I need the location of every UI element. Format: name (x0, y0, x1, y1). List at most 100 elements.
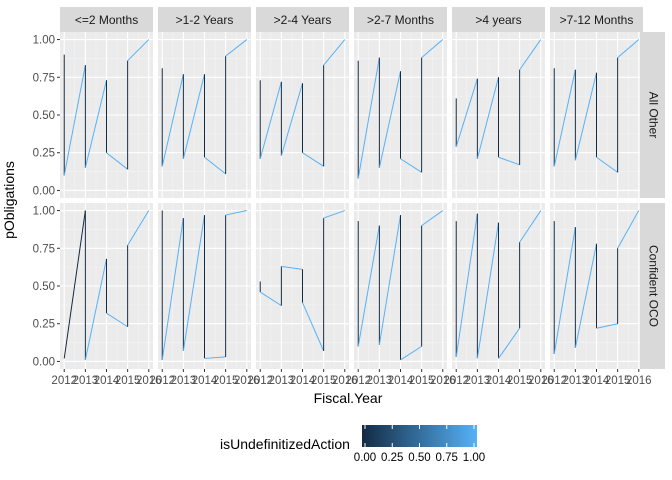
series-segment (204, 356, 226, 359)
series-segment (323, 39, 346, 66)
series-segment (455, 213, 478, 358)
x-tick-label: 2013 (269, 375, 295, 387)
series-segment (127, 39, 150, 62)
series-segment (204, 156, 226, 175)
legend-title: isUndefinitizedAction (220, 436, 350, 452)
column-strip (256, 7, 349, 32)
series-segment (455, 78, 478, 147)
x-tick-label: 2014 (486, 375, 512, 387)
y-tick-label: 1.00 (33, 206, 55, 218)
legend-colorbar (362, 425, 477, 447)
series-segment (357, 225, 380, 347)
series-segment (553, 227, 576, 354)
column-strip (158, 7, 251, 32)
series-segment (106, 312, 128, 328)
x-tick-label: 2012 (345, 375, 371, 387)
series-segment (498, 156, 520, 166)
series-segment (161, 218, 184, 361)
y-tick-label: 0.50 (33, 281, 55, 293)
x-tick-label: 2012 (443, 375, 469, 387)
y-tick-label: 0.00 (33, 185, 55, 197)
x-tick-label: 2014 (388, 375, 414, 387)
series-segment (84, 80, 107, 168)
x-tick-label: 2012 (541, 375, 567, 387)
series-segment (225, 39, 248, 57)
series-segment (519, 210, 542, 243)
series-segment (63, 210, 86, 359)
series-segment (400, 158, 422, 173)
x-tick-label: 2016 (332, 375, 358, 387)
x-tick-label: 2015 (507, 375, 533, 387)
facet-strips: <=2 Months >1-2 Years >2-4 Years >2-7 Month… (60, 7, 665, 369)
series-segment (519, 39, 542, 71)
x-tick-label: 2013 (465, 375, 491, 387)
x-tick-label: 2013 (563, 375, 589, 387)
y-tick-label: 0.25 (33, 319, 55, 331)
series-segment (596, 323, 618, 329)
series-segment (161, 74, 184, 167)
column-strip-label: <=2 Months (75, 13, 138, 27)
column-strip-label: >2-7 Months (367, 13, 434, 27)
series-segment (259, 81, 282, 159)
x-tick-label: 2013 (73, 375, 99, 387)
x-tick-label: 2015 (213, 375, 239, 387)
legend-ticks: 0.00 0.25 0.50 0.75 1.00 (354, 425, 485, 464)
series-segment (421, 210, 444, 227)
row-strip (640, 203, 665, 369)
x-tick-label: 2015 (311, 375, 337, 387)
x-tick-label: 2015 (605, 375, 631, 387)
series-segment (617, 39, 640, 59)
x-tick-label: 2016 (430, 375, 456, 387)
series-segment (498, 327, 521, 359)
series-segment (302, 152, 324, 167)
series-segment (127, 210, 150, 246)
series-segment (476, 222, 499, 359)
x-tick-label: 2016 (136, 375, 162, 387)
y-tick-label: 0.50 (33, 110, 55, 122)
legend-tick-label: 0.25 (381, 452, 403, 464)
row-strip-label: All Other (646, 92, 660, 139)
column-strip-label: >1-2 Years (176, 13, 234, 27)
series-segment (225, 210, 247, 216)
series-segment (259, 291, 282, 307)
legend-tick-label: 1.00 (463, 452, 485, 464)
x-axis-title: Fiscal.Year (314, 390, 383, 406)
x-tick-label: 2016 (234, 375, 260, 387)
series-segment (357, 57, 380, 179)
series-segment (281, 265, 303, 270)
series-segment (596, 156, 618, 173)
legend-tick-label: 0.00 (354, 452, 376, 464)
x-tick-label: 2016 (528, 375, 554, 387)
column-strip (452, 7, 545, 32)
series-segment (84, 258, 107, 361)
y-axis-title: pObligations (1, 161, 17, 239)
series-segment (617, 210, 640, 249)
series-segment (574, 72, 597, 161)
legend-tick-label: 0.75 (436, 452, 458, 464)
series-segment (63, 65, 86, 176)
column-strip-label: >7-12 Months (560, 13, 634, 27)
series-segment (182, 214, 205, 351)
x-tick-label: 2015 (115, 375, 141, 387)
x-tick-label: 2013 (171, 375, 197, 387)
series-lines (63, 39, 640, 361)
y-tick-label: 0.75 (33, 243, 55, 255)
column-strip-label: >4 years (475, 13, 521, 27)
row-strip-label: Confident OCO (646, 245, 660, 327)
panel-grid (60, 32, 643, 369)
series-segment (421, 39, 444, 59)
x-tick-label: 2014 (584, 375, 610, 387)
column-strip (60, 7, 153, 32)
legend-tick-label: 0.50 (408, 452, 430, 464)
column-strip-label: >2-4 Years (274, 13, 332, 27)
x-tick-label: 2012 (51, 375, 77, 387)
series-segment (378, 71, 401, 168)
y-tick-label: 0.75 (33, 72, 55, 84)
legend: isUndefinitizedAction 0.00 0.25 0.50 0.75 1.… (220, 425, 485, 464)
series-segment (106, 152, 128, 170)
x-tick-label: 2014 (94, 375, 120, 387)
series-segment (476, 77, 499, 159)
series-segment (574, 243, 597, 348)
series-segment (302, 302, 325, 352)
